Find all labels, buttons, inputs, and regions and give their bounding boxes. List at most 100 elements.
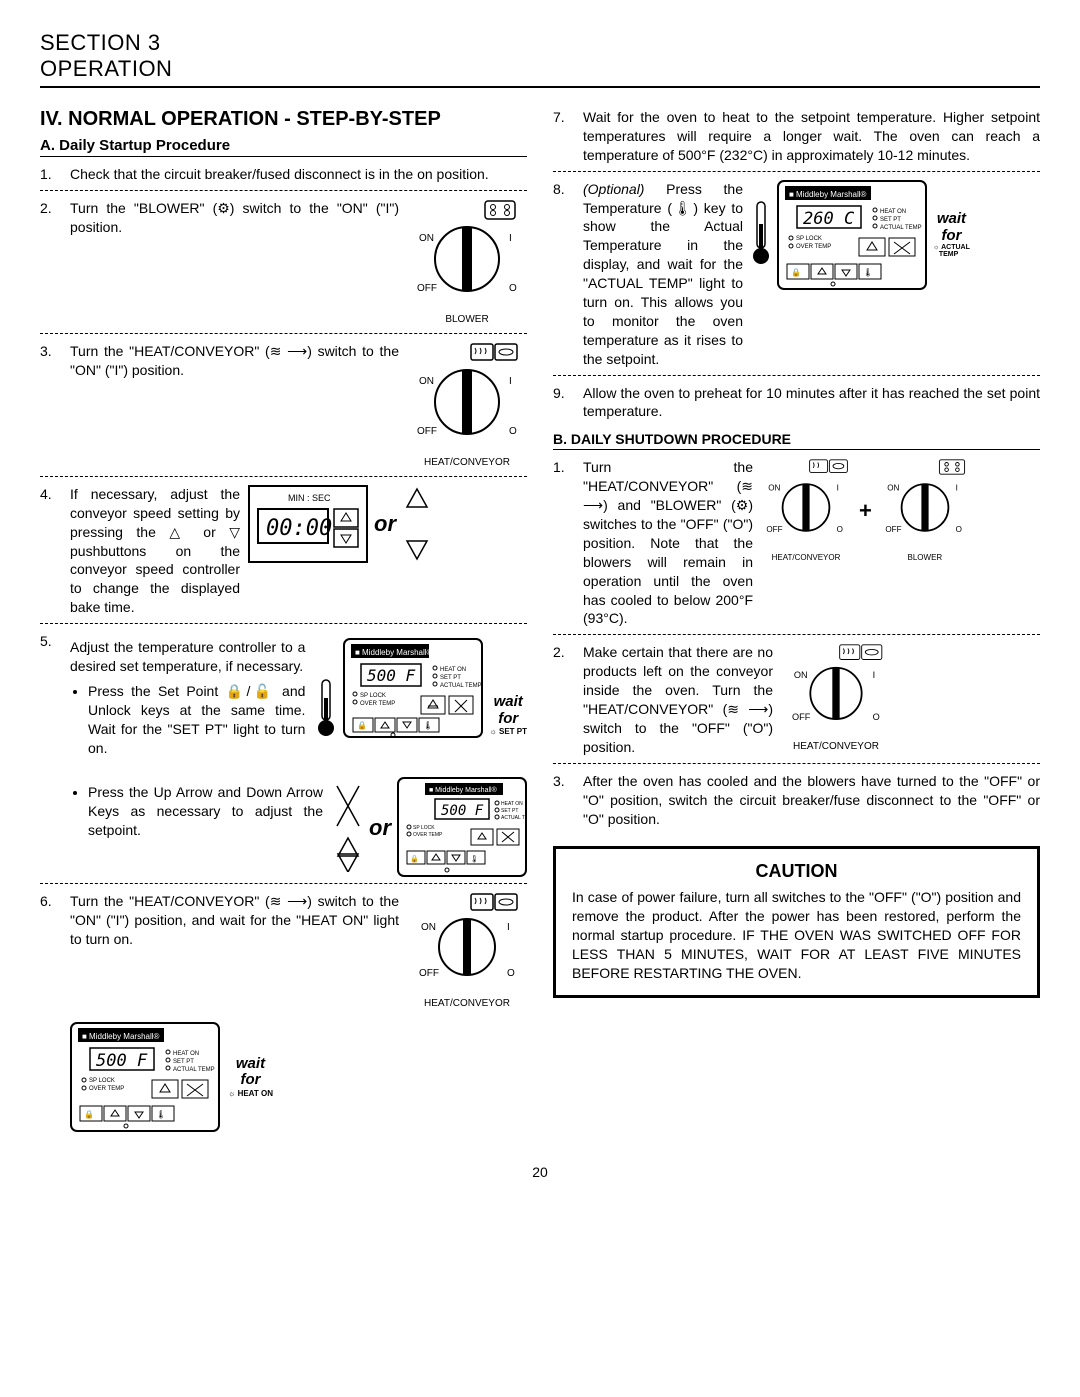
svg-text:🔒: 🔒 (410, 855, 419, 863)
step-5-bullet-2: Press the Up Arrow and Down Arrow Keys a… (88, 783, 323, 840)
svg-text:🔒: 🔒 (791, 268, 801, 277)
plus-icon: + (859, 496, 872, 526)
svg-text:OFF: OFF (885, 525, 901, 534)
svg-text:O: O (873, 712, 880, 722)
actual-temp-figure: ■ Middleby Marshall® 260 C HEAT ON SET P… (751, 180, 970, 290)
updown-controller-figure: or ■ Middleby Marshall® 500 F HEAT ON SE… (333, 777, 527, 877)
heatconv-knob-figure-2: ONI OFFO HEAT/CONVEYOR (407, 892, 527, 1010)
svg-text:🌡: 🌡 (156, 1110, 166, 1119)
svg-text:O: O (837, 525, 843, 534)
svg-text:ON: ON (887, 484, 899, 493)
step-7: Wait for the oven to heat to the setpoin… (553, 108, 1040, 165)
svg-text:OVER TEMP: OVER TEMP (413, 832, 443, 838)
caution-box: CAUTION In case of power failure, turn a… (553, 846, 1040, 997)
caution-text: In case of power failure, turn all switc… (572, 888, 1021, 982)
section-label: SECTION 3 (40, 30, 1040, 56)
speed-controller-icon: MIN : SEC 00:00 (248, 485, 368, 563)
controller-panel-2-icon: ■ Middleby Marshall® 500 F HEAT ON SET P… (397, 777, 527, 877)
shutdown-step-3: After the oven has cooled and the blower… (553, 772, 1040, 829)
step-6: Turn the "HEAT/CONVEYOR" (≋ ⟶) switch to… (40, 892, 527, 1132)
shutdown-steps: Turn the "HEAT/CONVEYOR" (≋ ⟶) and "BLOW… (553, 458, 1040, 628)
controller-panel-3-icon: ■ Middleby Marshall® 500 F HEAT ON SET P… (70, 1022, 220, 1132)
svg-text:I: I (507, 922, 510, 933)
updown-icon (402, 485, 432, 563)
svg-text:🌡: 🌡 (470, 855, 479, 863)
section-title: OPERATION (40, 56, 1040, 88)
svg-text:ON: ON (421, 922, 436, 933)
step-5-bullets-2: Press the Up Arrow and Down Arrow Keys a… (70, 783, 323, 840)
step-4: If necessary, adjust the conveyor speed … (40, 485, 527, 617)
svg-text:MIN : SEC: MIN : SEC (288, 493, 331, 503)
svg-text:OFF: OFF (417, 283, 437, 294)
svg-text:SET PT: SET PT (173, 1059, 194, 1065)
step-9: Allow the oven to preheat for 10 minutes… (553, 384, 1040, 422)
wait-for-label: waitfor (489, 694, 527, 727)
svg-text:I: I (509, 376, 512, 387)
startup-steps-right-9: Allow the oven to preheat for 10 minutes… (553, 384, 1040, 422)
svg-text:■ Middleby Marshall®: ■ Middleby Marshall® (82, 1032, 160, 1041)
svg-text:O: O (955, 525, 961, 534)
startup-steps-3: Turn the "HEAT/CONVEYOR" (≋ ⟶) switch to… (40, 342, 527, 470)
svg-text:OVER TEMP: OVER TEMP (89, 1086, 124, 1092)
thermometer-2-icon (751, 200, 771, 270)
caution-title: CAUTION (572, 861, 1021, 882)
svg-text:O: O (509, 283, 517, 294)
svg-text:SET PT: SET PT (880, 217, 901, 223)
shutdown-steps-3: After the oven has cooled and the blower… (553, 772, 1040, 829)
temp-controller-figure: + ■ Middleby Marshall® 500 F HEAT ON (315, 638, 527, 738)
sub-heading-b: B. DAILY SHUTDOWN PROCEDURE (553, 431, 1040, 450)
step-5: Adjust the temperature controller to a d… (40, 632, 527, 877)
separator (40, 476, 527, 477)
controller-panel-icon: ■ Middleby Marshall® 500 F HEAT ON SET P… (343, 638, 483, 738)
startup-steps-5: Adjust the temperature controller to a d… (40, 632, 527, 877)
svg-text:🌡: 🌡 (423, 721, 433, 730)
heatconv-knob-icon: ONI OFFO (407, 342, 527, 452)
main-heading: IV. NORMAL OPERATION - STEP-BY-STEP (40, 108, 527, 131)
svg-text:ACTUAL TEMP: ACTUAL TEMP (440, 683, 482, 689)
svg-text:OFF: OFF (417, 426, 437, 437)
svg-text:ACTUAL TEMP: ACTUAL TEMP (173, 1067, 215, 1073)
step-5-bullet-1: Press the Set Point 🔒/🔓 and Unlock keys … (88, 682, 305, 758)
svg-text:ACTUAL TEMP: ACTUAL TEMP (880, 225, 922, 231)
svg-text:I: I (873, 670, 876, 680)
svg-text:O: O (507, 968, 515, 979)
svg-text:SP LOCK: SP LOCK (413, 825, 435, 831)
svg-text:OVER TEMP: OVER TEMP (360, 701, 395, 707)
separator (40, 333, 527, 334)
svg-text:OVER TEMP: OVER TEMP (796, 244, 831, 250)
svg-text:■ Middleby Marshall®: ■ Middleby Marshall® (355, 648, 433, 657)
step-8: (Optional) Press the Temperature (🌡) key… (553, 180, 1040, 369)
right-column: Wait for the oven to heat to the setpoin… (553, 100, 1040, 1136)
page-number: 20 (40, 1164, 1040, 1180)
step-2: Turn the "BLOWER" (⚙) switch to the "ON"… (40, 199, 527, 327)
svg-text:🔒: 🔒 (84, 1110, 94, 1119)
heatconv-knob-figure: ONI OFFO HEAT/CONVEYOR (407, 342, 527, 470)
svg-text:SP LOCK: SP LOCK (796, 236, 822, 242)
svg-text:OFF: OFF (792, 712, 811, 722)
svg-text:+: + (315, 737, 326, 738)
controller-panel-4-icon: ■ Middleby Marshall® 260 C HEAT ON SET P… (777, 180, 927, 290)
sub-heading-a: A. Daily Startup Procedure (40, 137, 527, 157)
svg-text:OFF: OFF (766, 525, 782, 534)
svg-text:HEAT ON: HEAT ON (880, 209, 906, 215)
svg-text:■ Middleby Marshall®: ■ Middleby Marshall® (429, 786, 498, 794)
svg-text:I: I (955, 484, 957, 493)
dual-knob-figure: ONI OFFO HEAT/CONVEYOR + (761, 458, 970, 563)
svg-text:SP LOCK: SP LOCK (360, 693, 386, 699)
shutdown-step-1: Turn the "HEAT/CONVEYOR" (≋ ⟶) and "BLOW… (553, 458, 1040, 628)
step-1: Check that the circuit breaker/fused dis… (40, 165, 527, 184)
svg-text:I: I (509, 233, 512, 244)
separator (40, 623, 527, 624)
svg-text:HEAT ON: HEAT ON (173, 1051, 199, 1057)
svg-text:🔒: 🔒 (357, 721, 367, 730)
step-5-bullets: Press the Set Point 🔒/🔓 and Unlock keys … (70, 682, 305, 758)
svg-text:500 F: 500 F (367, 666, 416, 685)
startup-steps-right-8: (Optional) Press the Temperature (🌡) key… (553, 180, 1040, 369)
wait-for-label-2: waitfor (228, 1056, 273, 1089)
thermometer-icon: + (315, 678, 337, 738)
shutdown-step-2: Make certain that there are no products … (553, 643, 1040, 756)
page-header: SECTION 3 OPERATION (40, 30, 1040, 88)
separator (40, 883, 527, 884)
separator (553, 171, 1040, 172)
blower-knob-icon: ONI OFFO (407, 199, 527, 309)
